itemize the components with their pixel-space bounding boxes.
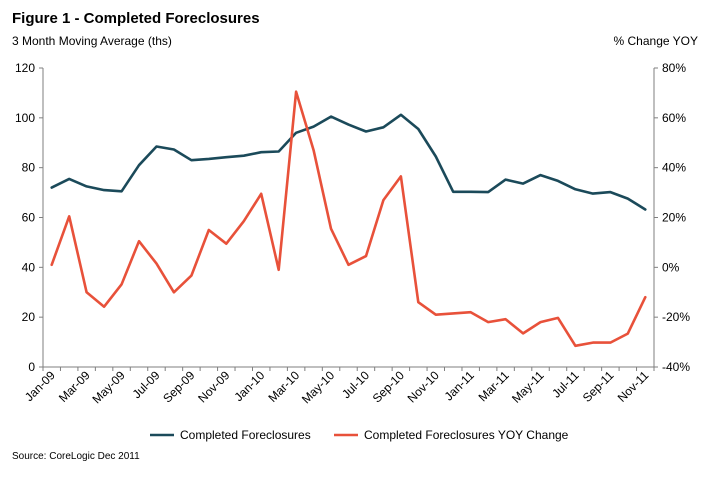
legend-label: Completed Foreclosures bbox=[180, 428, 311, 442]
left-axis-caption: 3 Month Moving Average (ths) bbox=[12, 34, 172, 48]
x-axis-tick-label: Jul-11 bbox=[549, 368, 582, 401]
right-axis-tick-label: -20% bbox=[662, 310, 690, 324]
chart-legend: Completed Foreclosures Completed Foreclos… bbox=[150, 428, 569, 442]
left-axis-tick-label: 60 bbox=[22, 211, 36, 225]
series-layer bbox=[50, 90, 647, 348]
left-axis-tick-label: 20 bbox=[22, 310, 36, 324]
source-note: Source: CoreLogic Dec 2011 bbox=[12, 451, 140, 462]
x-axis-tick-label: May-10 bbox=[299, 368, 337, 406]
x-axis-tick-label: Mar-11 bbox=[476, 368, 512, 404]
series-line-yoy-change bbox=[50, 90, 647, 348]
x-axis-tick-label: Jan-10 bbox=[231, 368, 267, 404]
x-axis-tick-label: Mar-09 bbox=[56, 368, 93, 405]
x-axis-tick-label: Mar-10 bbox=[265, 368, 302, 405]
right-axis-tick-label: -40% bbox=[662, 360, 690, 374]
left-axis-tick-label: 120 bbox=[15, 61, 35, 75]
right-axis-caption: % Change YOY bbox=[613, 34, 699, 48]
x-axis-tick-label: Jan-11 bbox=[442, 368, 477, 403]
x-axis-tick-label: Sep-10 bbox=[370, 368, 407, 405]
left-axis-tick-label: 0 bbox=[28, 360, 35, 374]
x-axis-tick-label: Sep-11 bbox=[580, 368, 617, 405]
left-axis-tick-label: 40 bbox=[22, 260, 36, 274]
right-axis-tick-label: 40% bbox=[662, 161, 686, 175]
x-axis-tick-label: May-09 bbox=[89, 368, 127, 406]
right-axis-tick-label: 20% bbox=[662, 211, 686, 225]
left-axis-tick-label: 100 bbox=[15, 111, 35, 125]
x-axis-tick-label: Nov-09 bbox=[195, 368, 232, 405]
x-axis-tick-label: Nov-10 bbox=[405, 368, 442, 405]
chart-axes: 0 20 40 60 80 100 120 -40% -20% 0% 20% 40% 60% 80% Jan… bbox=[15, 61, 690, 406]
x-axis-tick-label: May-11 bbox=[509, 368, 547, 406]
x-axis-tick-label: Sep-09 bbox=[160, 368, 197, 405]
x-axis-tick-label: Nov-11 bbox=[615, 368, 652, 405]
chart-title: Figure 1 - Completed Foreclosures bbox=[12, 10, 260, 27]
right-axis-tick-label: 0% bbox=[662, 260, 680, 274]
x-axis-tick-label: Jul-10 bbox=[339, 368, 372, 401]
x-axis-tick-label: Jul-09 bbox=[130, 368, 163, 401]
right-axis-tick-label: 60% bbox=[662, 111, 686, 125]
right-axis-tick-label: 80% bbox=[662, 61, 686, 75]
legend-label: Completed Foreclosures YOY Change bbox=[364, 428, 569, 442]
series-line-completed-foreclosures bbox=[50, 113, 647, 211]
left-axis-tick-label: 80 bbox=[22, 161, 36, 175]
